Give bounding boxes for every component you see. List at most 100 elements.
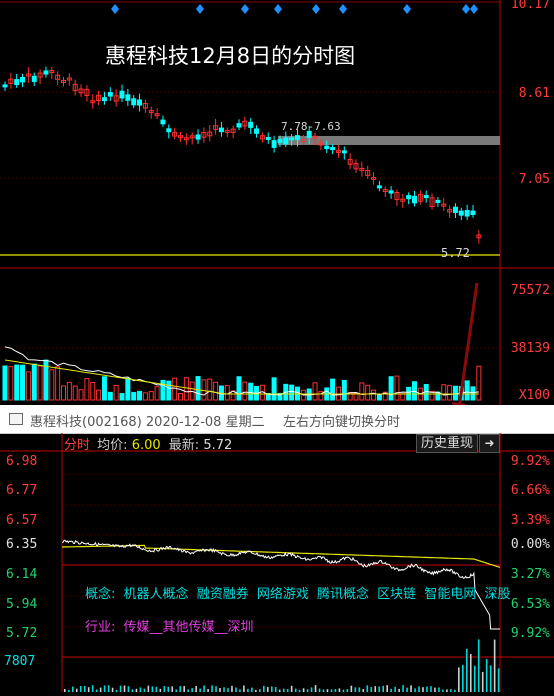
industry-value[interactable]: 传媒__其他传媒__深圳: [123, 620, 254, 635]
candle-body: [2, 84, 8, 88]
intraday-volume-bar: [187, 689, 189, 692]
volume-bar: [371, 389, 377, 401]
avg-value: 6.00: [131, 438, 161, 453]
intraday-volume-bar: [83, 685, 86, 692]
window-app-icon: [9, 413, 23, 425]
intraday-volume-bar: [171, 686, 174, 692]
volume-bar: [400, 393, 406, 401]
candle-body: [412, 195, 417, 204]
candle-body: [25, 73, 31, 77]
volume-bar: [441, 384, 447, 401]
overlay-title: 惠程科技12月8日的分时图: [105, 44, 356, 68]
volume-bar: [195, 376, 201, 401]
intraday-volume-bar: [111, 687, 114, 692]
kline-panel: 惠程科技12月8日的分时图 10.17 8.61 7.05 7.78-7.63 …: [0, 0, 554, 425]
candle-body: [154, 113, 160, 117]
candle-body: [178, 135, 183, 139]
intraday-volume-bar: [99, 687, 102, 692]
intraday-volume-bar: [79, 685, 82, 692]
concept-tag[interactable]: 腾讯概念: [317, 587, 370, 602]
intraday-volume-bar: [278, 689, 281, 692]
volume-bar: [341, 379, 347, 401]
volume-bar: [213, 381, 219, 401]
intraday-volume-bar: [147, 685, 150, 692]
candle-body: [166, 128, 172, 133]
volume-bar: [14, 364, 20, 401]
intraday-volume-bar: [310, 687, 313, 692]
candle-body: [172, 131, 178, 137]
volume-bar: [37, 365, 43, 401]
candle-body: [365, 170, 371, 176]
candle-body: [259, 135, 265, 140]
volume-bar: [248, 382, 254, 401]
intraday-volume-bar: [362, 688, 365, 692]
window-titlebar[interactable]: 惠程科技(002168) 2020-12-08 星期二 左右方向键切换分时: [0, 405, 554, 434]
intraday-volume-bar: [465, 648, 468, 692]
volume-bar: [113, 385, 119, 401]
volume-bar: [224, 385, 230, 401]
intraday-volume-bar: [302, 688, 305, 692]
pct-tick-1: 9.92%: [510, 454, 550, 469]
intraday-volume-bar: [426, 686, 428, 692]
candle-body: [72, 83, 78, 92]
industry-row: 行业: 传媒__其他传媒__深圳: [85, 616, 254, 635]
volume-unit: X100: [518, 388, 550, 403]
concept-tag[interactable]: 区块链: [377, 587, 417, 602]
event-diamond-icon: [312, 4, 320, 14]
candle-body: [371, 176, 377, 180]
concept-tag[interactable]: 机器人概念: [123, 587, 189, 602]
intraday-header: 分时 均价: 6.00 最新: 5.72: [64, 434, 232, 453]
event-diamond-icon: [196, 4, 204, 14]
intraday-volume-bar: [294, 688, 297, 692]
concept-tag[interactable]: 智能电网: [424, 587, 477, 602]
history-replay-button[interactable]: 历史重现: [416, 434, 479, 453]
volume-bar: [107, 391, 113, 401]
intraday-volume-bar: [477, 639, 480, 692]
candle-body: [429, 197, 435, 207]
candle-body: [61, 80, 66, 84]
candle-body: [283, 137, 289, 145]
candle-body: [137, 99, 143, 106]
candle-body: [201, 131, 207, 138]
price-tick-low: 7.05: [518, 172, 550, 187]
intraday-volume-bar: [247, 688, 249, 692]
intraday-volume-bar: [342, 689, 345, 692]
intraday-volume-bar: [227, 688, 229, 692]
intraday-volume-bar: [414, 688, 416, 692]
intraday-volume-bar: [434, 687, 436, 692]
intraday-volume-bar: [469, 653, 472, 692]
candle-body: [324, 145, 330, 150]
candle-body: [66, 77, 72, 81]
volume-ma2-line: [4, 359, 479, 395]
candle-body: [394, 192, 400, 201]
pct-tick-3: 3.39%: [510, 513, 550, 528]
intraday-volume-bar: [330, 689, 333, 692]
volume-bar: [365, 384, 371, 401]
candle-body: [277, 138, 283, 143]
candle-body: [406, 195, 412, 200]
concept-tag[interactable]: 网络游戏: [256, 587, 309, 602]
event-diamond-icon: [274, 4, 282, 14]
volume-bar: [101, 376, 107, 401]
price-range-band: [278, 136, 500, 145]
price-tick-top: 10.17: [510, 0, 550, 12]
intraday-volume-bar: [354, 687, 357, 692]
intraday-volume-bar: [382, 685, 384, 692]
candle-body: [447, 209, 453, 213]
average-price-line: [62, 544, 501, 568]
expand-arrow-icon[interactable]: ➜: [479, 434, 500, 453]
candle-body: [224, 130, 230, 134]
intraday-volume-bar: [450, 689, 452, 692]
volume-bar: [72, 385, 78, 401]
volume-bar: [207, 378, 213, 401]
volume-ma-line: [4, 346, 479, 396]
volume-tick-top: 75572: [510, 283, 550, 298]
volume-bar: [25, 371, 31, 401]
volume-bar: [429, 390, 435, 401]
volume-bar: [271, 377, 277, 401]
concept-tag[interactable]: 融资融券: [196, 587, 249, 602]
volume-bar: [318, 391, 324, 401]
tab-intraday[interactable]: 分时: [64, 438, 91, 453]
concept-tag[interactable]: 深股: [484, 587, 511, 602]
intraday-volume-bar: [270, 686, 273, 692]
